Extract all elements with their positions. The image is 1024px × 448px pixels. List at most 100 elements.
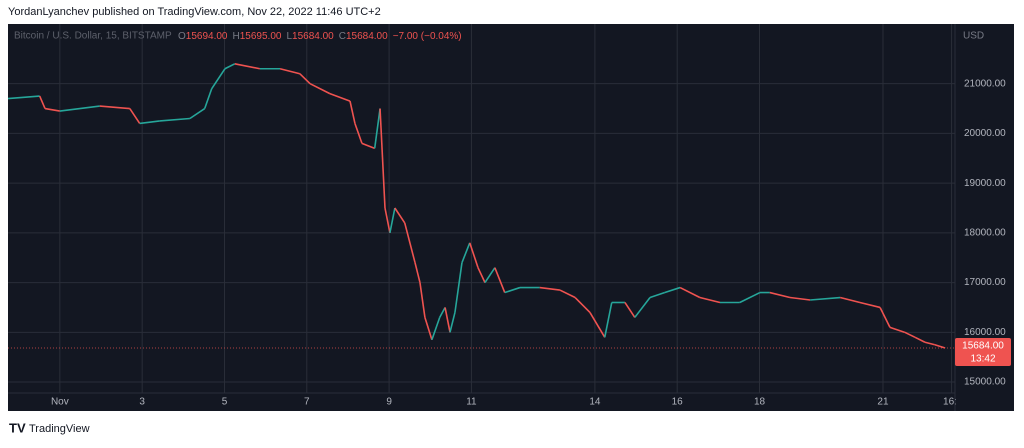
price-segment xyxy=(539,286,561,291)
plot: 15000.00 16000.00 17000.00 18000.00 19000.00… xyxy=(7,24,1011,411)
x-tick-label: 21 xyxy=(877,397,889,408)
price-tag-countdown: 13:42 xyxy=(970,354,995,365)
price-segment xyxy=(769,291,791,299)
price-segment xyxy=(129,108,141,124)
price-segment xyxy=(494,267,506,293)
price-segment xyxy=(649,291,666,299)
price-segment xyxy=(203,88,213,109)
x-tick-label: 14 xyxy=(589,397,601,408)
price-segment xyxy=(99,105,130,110)
y-tick-label: 20000.00 xyxy=(964,128,1006,139)
price-segment xyxy=(589,312,606,338)
price-segment xyxy=(574,296,591,314)
ohlc-value: 15695.00 xyxy=(240,31,282,42)
price-segment xyxy=(159,117,190,122)
x-tick-label: 9 xyxy=(386,397,392,408)
ohlc-key: H xyxy=(233,31,240,42)
price-segment xyxy=(889,326,906,334)
ohlc-key: C xyxy=(339,31,346,42)
price-segment xyxy=(354,123,363,144)
price-tag xyxy=(955,338,1011,367)
price-segment xyxy=(469,242,479,268)
brand: TV TradingView xyxy=(9,420,90,435)
price-segment xyxy=(444,307,451,333)
price-segment xyxy=(419,282,426,318)
price-segment xyxy=(559,289,576,299)
price-segment xyxy=(924,341,936,346)
symbol-label: Bitcoin / U.S. Dollar, 15, BITSTAMP xyxy=(14,31,172,42)
price-segment xyxy=(679,286,701,299)
x-tick-label: Nov xyxy=(51,397,69,408)
price-segment xyxy=(624,302,636,318)
x-tick-label: 5 xyxy=(222,397,228,408)
chart-background xyxy=(8,24,1014,411)
price-segment xyxy=(439,307,446,318)
price-segment xyxy=(603,302,613,338)
price-segment xyxy=(349,100,356,124)
brand-name: TradingView xyxy=(29,423,90,435)
currency-label: USD xyxy=(963,31,984,42)
header-title: YordanLyanchev published on TradingView.… xyxy=(8,6,381,18)
y-tick-label: 17000.00 xyxy=(964,277,1006,288)
ohlc-legend: O15694.00 H15695.00 L15684.00 C15684.00 −7.0… xyxy=(178,31,462,42)
y-tick-label: 15000.00 xyxy=(964,377,1006,388)
price-segment xyxy=(299,73,311,85)
price-segment xyxy=(449,312,456,333)
price-segment xyxy=(329,92,351,102)
price-segment xyxy=(789,296,811,301)
price-segment xyxy=(504,286,521,294)
price-segment xyxy=(309,82,331,95)
price-segment xyxy=(461,242,471,263)
price-tag-value: 15684.00 xyxy=(962,341,1004,352)
price-segment xyxy=(859,301,881,309)
price-segment xyxy=(477,267,486,283)
price-segment xyxy=(44,107,60,112)
price-segment xyxy=(431,317,441,341)
price-segment xyxy=(234,62,261,70)
price-segment xyxy=(224,63,236,70)
y-tick-label: 19000.00 xyxy=(964,178,1006,189)
price-segment xyxy=(904,331,916,339)
price-segment xyxy=(810,296,841,301)
price-segment xyxy=(379,108,386,209)
price-segment xyxy=(189,107,206,120)
price-segment xyxy=(879,307,891,328)
y-tick-label: 21000.00 xyxy=(964,78,1006,89)
price-segment xyxy=(634,297,651,318)
price-segment xyxy=(279,67,300,75)
y-tick-label: 18000.00 xyxy=(964,228,1006,239)
ohlc-value: 15694.00 xyxy=(186,31,228,42)
change: −7.00 (−0.04%) xyxy=(393,31,462,42)
price-segment xyxy=(664,286,681,294)
price-segment xyxy=(211,68,226,90)
x-tick-label: 16: xyxy=(943,397,957,408)
price-segment xyxy=(414,262,421,283)
price-segment xyxy=(373,108,381,149)
x-tick-label: 3 xyxy=(139,397,145,408)
price-segment xyxy=(394,207,406,224)
price-segment xyxy=(38,95,46,109)
price-segment xyxy=(934,343,946,349)
price-segment xyxy=(839,296,861,304)
price-segment xyxy=(454,262,463,313)
ohlc-value: 15684.00 xyxy=(346,31,388,42)
brand-logo: TV xyxy=(9,420,26,435)
x-tick-label: 7 xyxy=(304,397,310,408)
ohlc-key: L xyxy=(286,31,292,42)
price-segment xyxy=(424,317,433,341)
price-segment xyxy=(7,95,40,100)
price-segment xyxy=(361,142,375,150)
price-segment xyxy=(914,336,926,343)
price-segment xyxy=(403,222,416,263)
price-segment xyxy=(739,291,761,304)
price-segment xyxy=(384,207,391,234)
price-segment xyxy=(389,207,396,234)
ohlc-key: O xyxy=(178,31,186,42)
price-segment xyxy=(139,120,160,125)
price-segment xyxy=(59,105,100,112)
price-segment xyxy=(699,296,721,304)
x-tick-label: 16 xyxy=(672,397,684,408)
y-tick-label: 16000.00 xyxy=(964,327,1006,338)
x-tick-label: 18 xyxy=(754,397,766,408)
